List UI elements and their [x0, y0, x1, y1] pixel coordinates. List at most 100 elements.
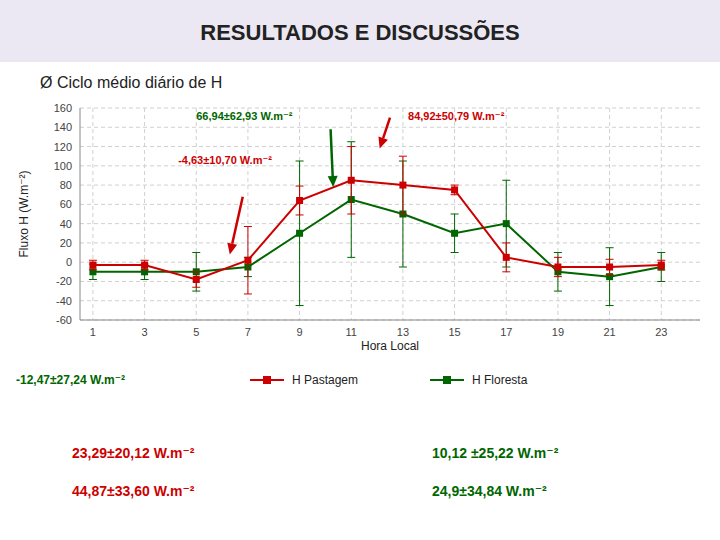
arrow-shaft [331, 129, 333, 176]
marker [399, 182, 406, 189]
marker [451, 186, 458, 193]
y-grid-line [80, 320, 700, 321]
marker [296, 197, 303, 204]
y-tick-label: 80 [60, 179, 72, 191]
y-grid-line [80, 262, 700, 263]
x-grid-line [661, 108, 662, 320]
y-tick-label: -40 [56, 295, 72, 307]
error-bar [296, 161, 304, 306]
y-axis-label: Fluxo H (W.m⁻²) [17, 171, 31, 258]
error-bar [451, 214, 459, 253]
annotation: 44,87±33,60 W.m⁻² [72, 483, 195, 499]
x-axis-line [80, 320, 700, 321]
annotation-arrow [378, 118, 390, 149]
x-tick-label: 5 [193, 326, 199, 338]
error-bar [141, 260, 149, 270]
marker [193, 276, 200, 283]
error-bar [347, 147, 355, 214]
arrow-head [328, 176, 338, 187]
y-tick-label: 0 [66, 256, 72, 268]
error-bar [554, 253, 562, 292]
error-bar [554, 257, 562, 276]
legend-label: H Pastagem [292, 373, 358, 387]
annotation: -4,63±10,70 W.m⁻² [178, 154, 272, 166]
header-band [0, 0, 720, 62]
legend: H Pastagem H Floresta [250, 373, 528, 387]
y-tick-label: 60 [60, 198, 72, 210]
error-bar [399, 156, 407, 214]
marker [451, 230, 458, 237]
y-grid-line [80, 146, 700, 147]
x-tick-label: 3 [142, 326, 148, 338]
chart: RESULTADOS E DISCUSSÕESØ Ciclo médio diá… [0, 0, 720, 540]
y-tick-label: 20 [60, 237, 72, 249]
marker [244, 257, 251, 264]
x-tick-label: 23 [655, 326, 667, 338]
y-grid-line [80, 300, 700, 301]
y-tick-label: 160 [54, 102, 72, 114]
x-grid-line [92, 108, 93, 320]
error-bar [192, 272, 200, 287]
y-tick-label: 140 [54, 121, 72, 133]
legend-marker [263, 376, 271, 384]
marker [348, 177, 355, 184]
x-tick-label: 9 [297, 326, 303, 338]
error-bar [192, 253, 200, 292]
grid [80, 108, 700, 320]
y-tick-label: -20 [56, 275, 72, 287]
x-grid-line [144, 108, 145, 320]
annotation-arrow [328, 129, 338, 187]
y-grid-line [80, 281, 700, 282]
y-grid-line [80, 242, 700, 243]
arrow-shaft [232, 197, 243, 244]
marker [141, 262, 148, 269]
annotation: 84,92±50,79 W.m⁻² [408, 110, 505, 122]
x-tick-label: 7 [245, 326, 251, 338]
annotation: 24,9±34,84 W.m⁻² [432, 483, 547, 499]
arrow-head [378, 136, 387, 148]
error-bar [451, 185, 459, 195]
annotation: 66,94±62,93 W.m⁻² [196, 110, 293, 122]
y-tick-label: -60 [56, 314, 72, 326]
y-grid-line [80, 127, 700, 128]
error-bar [244, 227, 252, 294]
error-bar [657, 260, 665, 270]
arrow-head [227, 243, 237, 255]
legend-label: H Floresta [472, 373, 528, 387]
marker [503, 254, 510, 261]
error-bar [502, 180, 510, 267]
marker [89, 262, 96, 269]
y-grid-line [80, 108, 700, 109]
annotation: -12,47±27,24 W.m⁻² [16, 373, 125, 387]
plot-data [89, 142, 665, 306]
annotation: 10,12 ±25,22 W.m⁻² [432, 445, 559, 461]
series [89, 142, 665, 306]
title: RESULTADOS E DISCUSSÕES [200, 20, 519, 45]
x-tick-label: 11 [346, 326, 357, 338]
x-tick-label: 1 [90, 326, 96, 338]
series-line [93, 180, 661, 279]
marker [658, 262, 665, 269]
marker [606, 264, 613, 271]
legend-marker [443, 376, 451, 384]
series-line [93, 200, 661, 277]
y-grid-line [80, 165, 700, 166]
error-bar [89, 260, 97, 270]
error-bar [347, 142, 355, 258]
y-tick-label: 100 [54, 160, 72, 172]
y-tick-label: 40 [60, 218, 72, 230]
series [89, 147, 665, 294]
error-bar [657, 253, 665, 282]
arrow-shaft [383, 118, 390, 138]
error-bar [296, 186, 304, 215]
x-tick-label: 19 [552, 326, 564, 338]
y-axis-line [80, 108, 81, 320]
marker [296, 230, 303, 237]
annotation-arrow [227, 197, 242, 255]
marker [503, 220, 510, 227]
error-bar [606, 248, 614, 306]
marker [554, 264, 561, 271]
x-tick-label: 15 [448, 326, 460, 338]
error-bar [502, 243, 510, 272]
y-grid-line [80, 223, 700, 224]
